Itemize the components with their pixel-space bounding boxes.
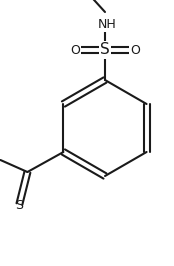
Text: S: S [15,199,23,212]
Text: O: O [70,44,80,56]
Text: O: O [130,44,140,56]
Text: NH: NH [98,18,116,31]
Text: S: S [100,43,110,57]
